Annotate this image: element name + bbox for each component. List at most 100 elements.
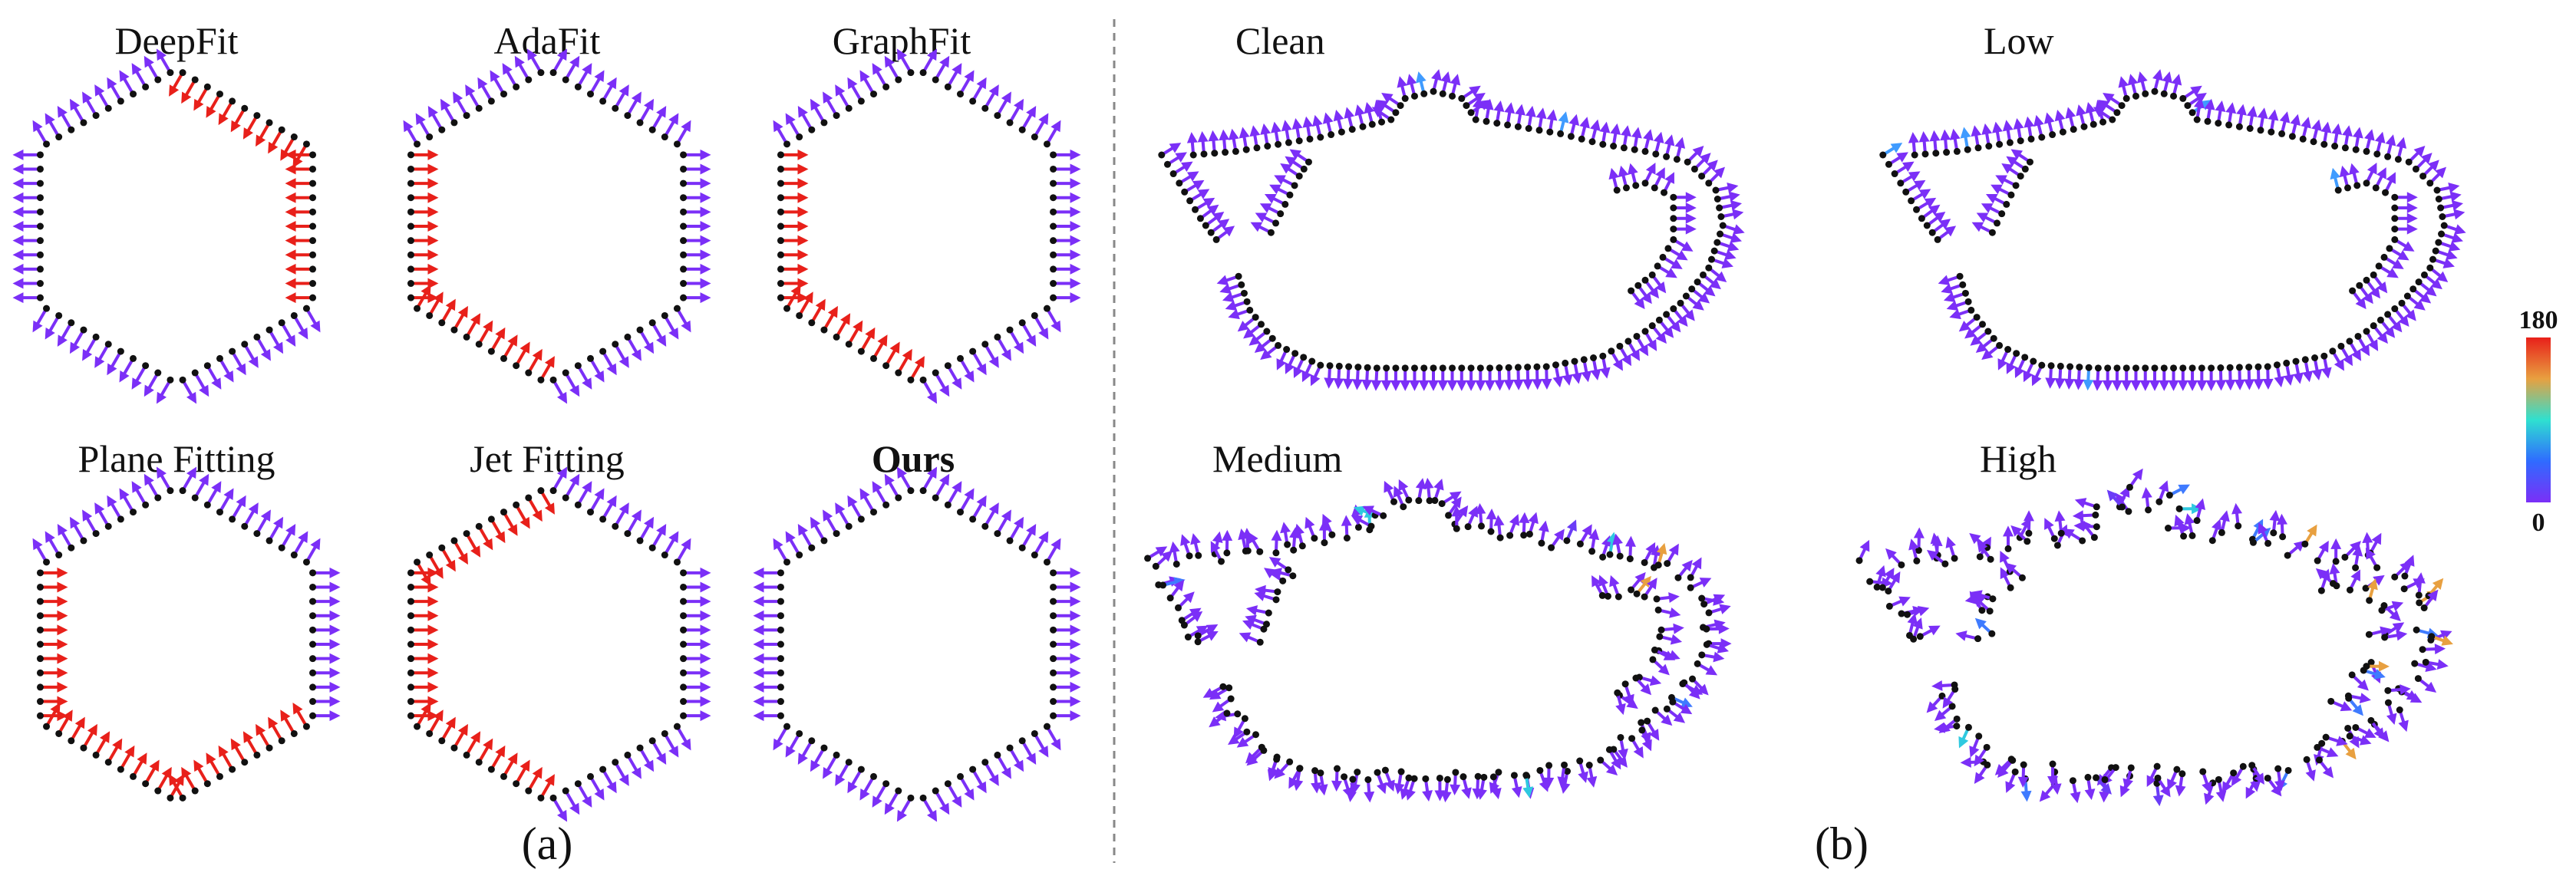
normal-arrow-head [248, 356, 259, 368]
sample-point [2380, 253, 2388, 261]
sample-point [1267, 229, 1275, 236]
normal-arrow-head [1070, 221, 1081, 232]
normal-arrow-head [544, 502, 555, 515]
sample-point [2352, 564, 2360, 571]
normal-arrow-head [427, 696, 439, 707]
normal-arrow-head [1461, 787, 1472, 799]
normal-arrow-head [1013, 98, 1024, 111]
normal-arrow-head [2352, 545, 2363, 557]
normal-arrow-head [700, 263, 711, 275]
sample-point [309, 698, 317, 706]
sample-point [1941, 560, 1949, 568]
sample-point [1006, 326, 1014, 334]
sample-point [1626, 555, 1634, 563]
sample-point [1321, 539, 1328, 547]
normal-arrow-head [1364, 102, 1375, 114]
normal-arrow-head [427, 221, 439, 232]
normal-arrow-head [2221, 781, 2232, 793]
normal-arrow-head [2063, 378, 2075, 390]
normal-arrow-head [1896, 152, 1908, 163]
normal-arrow-head [1070, 192, 1081, 203]
sample-point [1670, 215, 1677, 222]
sample-point [487, 97, 495, 105]
sample-point [1050, 265, 1057, 273]
sample-point [1659, 253, 1667, 261]
sample-point [407, 598, 414, 605]
normal-arrow-head [12, 163, 24, 175]
hexagon-plot [773, 48, 1081, 404]
sample-point [648, 126, 656, 133]
method-cell-plane-fitting: Plane Fitting [32, 437, 341, 802]
sample-point [487, 347, 495, 355]
normal-arrow-head [840, 313, 851, 325]
sample-point [1677, 299, 1684, 307]
sample-point [907, 487, 915, 495]
sample-point [1707, 255, 1715, 263]
sample-point [2049, 131, 2057, 139]
sample-point [513, 83, 520, 91]
sample-point [36, 698, 44, 706]
normal-arrow-head [835, 774, 846, 786]
sample-point [673, 723, 681, 730]
sample-point [229, 97, 236, 105]
normal-arrow-head [952, 377, 962, 390]
sample-point [80, 119, 87, 127]
sample-point [777, 669, 784, 677]
normal-arrow-head [847, 495, 858, 508]
normal-arrow-head [797, 192, 809, 203]
normal-arrow-head [169, 84, 180, 97]
sample-point [1628, 735, 1636, 742]
sample-point [648, 319, 656, 327]
sample-point [870, 509, 878, 516]
sample-point [1050, 655, 1057, 663]
sample-point [857, 347, 865, 355]
normal-arrow-head [631, 509, 642, 522]
sample-point [1050, 669, 1057, 677]
normal-arrow-head [582, 795, 592, 808]
normal-arrow-head [797, 524, 808, 536]
normal-arrow-head [668, 746, 679, 758]
normal-arrow-head [1318, 519, 1330, 531]
sample-point [2373, 150, 2381, 158]
normal-arrow-head [230, 738, 241, 751]
sample-point [680, 280, 688, 288]
sample-point [1712, 186, 1720, 194]
normal-arrow-head [1384, 779, 1395, 792]
sample-point [1975, 732, 1983, 740]
normal-arrow-head [700, 667, 711, 679]
sample-point [2093, 523, 2100, 531]
normal-arrow-head [310, 538, 321, 551]
sample-point [2151, 364, 2159, 372]
sample-point [932, 76, 939, 84]
sample-point [1588, 548, 1596, 555]
sample-point [1622, 184, 1630, 192]
normal-arrow-head [1322, 112, 1334, 124]
normal-arrow-head [2386, 172, 2396, 184]
sample-point [648, 737, 656, 745]
sample-point [1562, 359, 1569, 367]
normal-arrow-head [1890, 143, 1903, 153]
normal-arrow-head [2254, 772, 2264, 785]
normal-arrow-head [1535, 107, 1547, 120]
sample-point [55, 729, 63, 737]
normal-arrow-head [2024, 116, 2035, 128]
normal-arrow-head [1640, 683, 1652, 696]
normal-arrow-head [1913, 527, 1925, 538]
normal-arrow-head [2054, 109, 2066, 122]
normal-arrow-head [1641, 739, 1652, 752]
sample-point [2165, 492, 2173, 499]
sample-point [2066, 363, 2074, 370]
sample-point [2337, 342, 2345, 350]
normal-arrow-head [1692, 145, 1704, 157]
sample-point [673, 305, 681, 312]
sample-point [1243, 298, 1251, 305]
sample-point [36, 640, 44, 648]
normal-arrow-head [797, 149, 809, 160]
sample-point [407, 179, 414, 187]
normal-arrow-head [1215, 710, 1227, 722]
normal-arrow-head [427, 263, 439, 275]
normal-arrow-head [403, 120, 414, 133]
normal-arrow-head [1468, 505, 1479, 518]
normal-arrow-head [797, 292, 809, 304]
sample-point [1664, 560, 1671, 568]
